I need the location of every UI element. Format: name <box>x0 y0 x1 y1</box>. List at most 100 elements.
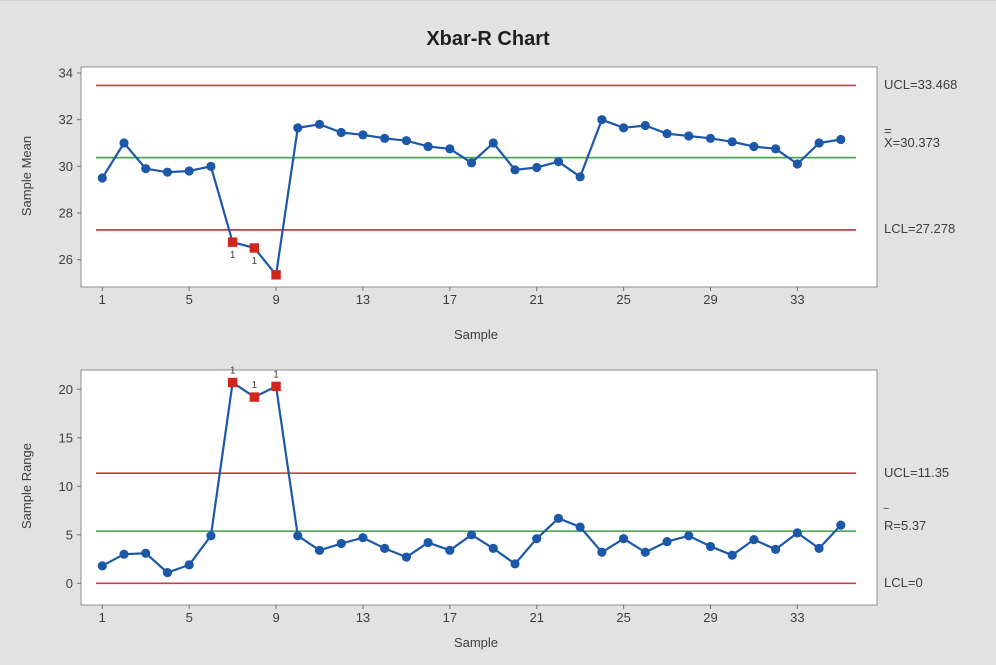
data-point <box>119 549 129 559</box>
y-tick-label: 30 <box>59 159 73 174</box>
r-center-bar: ‾ <box>884 506 889 521</box>
data-point <box>314 545 325 555</box>
x-tick-label: 5 <box>186 610 193 625</box>
out-of-control-point <box>249 243 260 253</box>
xbar-ucl-label: UCL=33.468 <box>884 78 957 91</box>
data-point <box>814 543 824 553</box>
data-point <box>553 513 564 523</box>
data-point <box>466 530 477 540</box>
data-point <box>532 534 542 544</box>
data-point <box>401 552 411 562</box>
r-lcl-text: LCL=0 <box>884 575 923 590</box>
data-point <box>358 533 368 543</box>
data-point <box>727 550 737 560</box>
data-point <box>141 164 151 174</box>
out-of-control-point <box>227 237 238 247</box>
x-tick-label: 25 <box>616 292 630 307</box>
xbar-x-axis-title: Sample <box>453 327 499 342</box>
xbar-lcl-text: LCL=27.278 <box>884 221 956 236</box>
r-ucl-text: UCL=11.35 <box>884 465 950 480</box>
r-ucl-label: UCL=11.35 <box>884 466 949 479</box>
y-tick-label: 26 <box>59 252 73 267</box>
data-point <box>597 115 607 125</box>
data-point <box>684 531 694 541</box>
flag-label: 1 <box>252 380 258 391</box>
data-point <box>488 138 498 148</box>
x-tick-label: 25 <box>616 610 630 625</box>
r-center-text: R=5.37 <box>884 518 927 533</box>
data-point <box>510 559 520 569</box>
data-point <box>401 136 411 146</box>
data-point <box>206 531 216 541</box>
out-of-control-point <box>227 377 238 388</box>
data-point <box>141 548 151 558</box>
data-point <box>314 119 325 129</box>
data-point <box>293 531 303 541</box>
y-tick-label: 5 <box>66 527 73 542</box>
data-point <box>727 137 737 147</box>
x-tick-label: 1 <box>99 292 106 307</box>
data-point <box>640 547 650 557</box>
x-tick-label: 33 <box>790 292 804 307</box>
data-point <box>423 537 433 548</box>
chart-title: Xbar-R Chart <box>426 28 550 50</box>
r-center-label: ‾ R=5.37 <box>884 507 926 532</box>
data-point <box>792 159 802 169</box>
xbar-ucl-text: UCL=33.468 <box>884 77 958 92</box>
x-tick-label: 17 <box>443 292 457 307</box>
r-y-axis-title: Sample Range <box>19 443 34 529</box>
data-point <box>749 535 759 545</box>
data-point <box>162 568 173 578</box>
xbar-center-bar: = <box>884 123 892 138</box>
data-point <box>380 133 390 143</box>
x-tick-label: 1 <box>99 610 106 625</box>
data-point <box>423 141 433 152</box>
out-of-control-point <box>249 392 260 402</box>
y-tick-label: 32 <box>59 112 73 127</box>
data-point <box>510 165 520 175</box>
data-point <box>575 522 585 532</box>
r-lcl-label: LCL=0 <box>884 576 923 589</box>
xbar-chart: 1 1 26 28 30 32 34 1 5 9 13 17 21 25 29 33 <box>59 66 878 307</box>
x-tick-label: 21 <box>529 292 543 307</box>
data-point <box>684 131 694 141</box>
data-point <box>836 520 846 530</box>
r-x-axis-title: Sample <box>453 635 499 650</box>
x-tick-label: 13 <box>356 610 370 625</box>
data-point <box>358 130 368 140</box>
x-tick-label: 29 <box>703 292 717 307</box>
data-point <box>162 167 173 177</box>
data-point <box>619 123 629 133</box>
data-point <box>445 545 455 555</box>
y-tick-label: 15 <box>59 430 73 445</box>
data-point <box>792 528 802 538</box>
flag-label: 1 <box>252 256 258 267</box>
data-point <box>771 544 781 554</box>
data-point <box>662 129 672 139</box>
x-tick-label: 21 <box>529 610 543 625</box>
data-point <box>466 158 477 168</box>
data-point <box>488 543 498 553</box>
data-point <box>206 161 216 171</box>
y-tick-label: 0 <box>66 576 73 591</box>
xbar-center-label: = X=30.373 <box>884 124 940 149</box>
data-point <box>640 120 650 131</box>
x-tick-label: 9 <box>272 610 279 625</box>
x-tick-label: 17 <box>443 610 457 625</box>
y-tick-label: 20 <box>59 382 73 397</box>
y-tick-label: 10 <box>59 479 73 494</box>
xbar-lcl-label: LCL=27.278 <box>884 222 955 235</box>
data-point <box>445 144 455 154</box>
data-point <box>705 541 716 552</box>
data-point <box>619 534 629 544</box>
data-point <box>97 173 107 183</box>
x-tick-label: 5 <box>186 292 193 307</box>
data-point <box>119 138 129 148</box>
x-tick-label: 13 <box>356 292 370 307</box>
flag-label: 1 <box>273 369 279 380</box>
data-point <box>336 127 346 138</box>
data-point <box>771 144 781 154</box>
data-point <box>293 123 303 133</box>
